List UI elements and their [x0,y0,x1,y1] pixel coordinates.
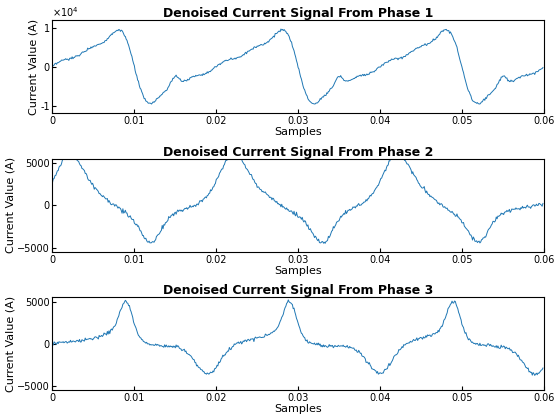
Title: Denoised Current Signal From Phase 3: Denoised Current Signal From Phase 3 [163,284,433,297]
Y-axis label: Current Value (A): Current Value (A) [29,19,39,115]
Y-axis label: Current Value (A): Current Value (A) [6,157,16,253]
Title: Denoised Current Signal From Phase 1: Denoised Current Signal From Phase 1 [163,7,433,20]
Title: Denoised Current Signal From Phase 2: Denoised Current Signal From Phase 2 [163,146,433,159]
Y-axis label: Current Value (A): Current Value (A) [6,296,16,392]
Text: $\times10^4$: $\times10^4$ [53,5,79,19]
X-axis label: Samples: Samples [274,404,322,415]
X-axis label: Samples: Samples [274,127,322,137]
X-axis label: Samples: Samples [274,266,322,276]
